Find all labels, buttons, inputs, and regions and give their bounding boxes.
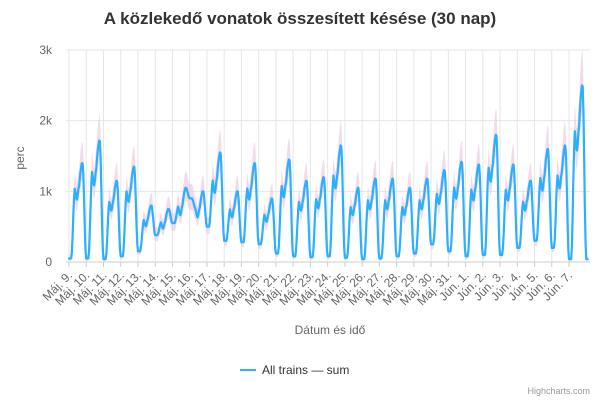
x-axis-title: Dátum és idő — [295, 323, 366, 337]
y-axis: 0 1k 2k 3k — [39, 43, 53, 269]
y-tick-label: 1k — [39, 184, 53, 198]
legend[interactable]: All trains — sum — [240, 363, 349, 377]
chart-title: A közlekedő vonatok összesített késése (… — [104, 9, 496, 28]
legend-item-all-trains[interactable]: All trains — sum — [262, 363, 349, 377]
credits-link[interactable]: Highcharts.com — [527, 386, 590, 396]
x-axis: Máj. 9.Máj. 10.Máj. 11.Máj. 12.Máj. 13.M… — [40, 262, 575, 308]
y-tick-label: 0 — [45, 255, 52, 269]
series-range-band — [69, 50, 588, 262]
y-axis-title: perc — [13, 146, 27, 169]
series-line[interactable] — [67, 84, 589, 261]
y-tick-label: 2k — [39, 114, 53, 128]
y-tick-label: 3k — [39, 43, 53, 57]
plot-area — [67, 50, 589, 262]
